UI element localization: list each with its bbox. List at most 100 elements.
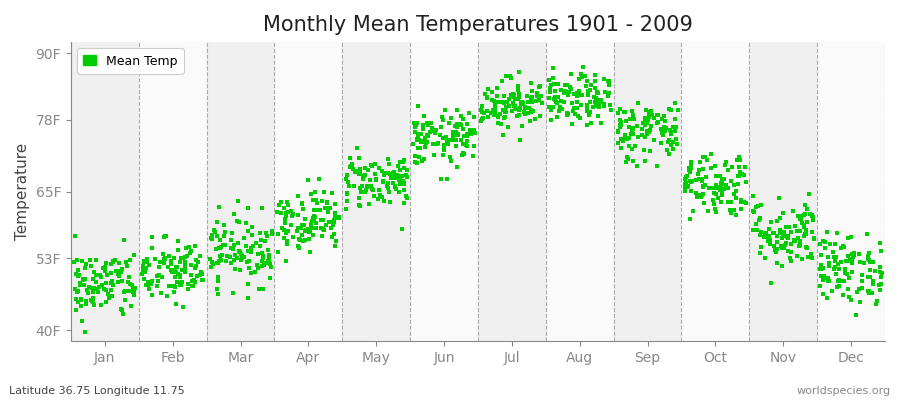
Point xyxy=(626,129,640,135)
Point xyxy=(344,164,358,170)
Point xyxy=(690,171,705,178)
Point xyxy=(380,183,394,190)
Point xyxy=(364,186,379,192)
Point xyxy=(572,88,586,94)
Point xyxy=(213,244,228,250)
Point xyxy=(339,206,354,212)
Point xyxy=(736,198,751,205)
Point xyxy=(390,172,404,178)
Point xyxy=(162,282,176,289)
Point xyxy=(704,151,718,157)
Point xyxy=(363,177,377,183)
Point xyxy=(836,278,850,284)
Point xyxy=(814,266,828,272)
Point xyxy=(828,264,842,270)
Point xyxy=(668,128,682,134)
Point xyxy=(140,258,154,265)
Point xyxy=(662,127,677,133)
Point xyxy=(709,209,724,216)
Point xyxy=(664,128,679,135)
Point xyxy=(832,283,846,289)
Point xyxy=(225,230,239,236)
Point xyxy=(76,277,91,284)
Point xyxy=(251,264,266,271)
Point xyxy=(352,202,366,208)
Point xyxy=(516,100,530,106)
Point xyxy=(833,258,848,265)
Point xyxy=(814,283,828,290)
Point xyxy=(424,120,438,126)
Point xyxy=(456,150,471,157)
Point xyxy=(580,106,595,113)
Point xyxy=(519,93,534,99)
Point xyxy=(392,177,407,184)
Point xyxy=(224,260,238,266)
Point xyxy=(234,257,248,263)
Point xyxy=(118,288,132,294)
Point xyxy=(368,176,382,182)
Point xyxy=(560,82,574,88)
Point xyxy=(78,265,93,272)
Point xyxy=(389,186,403,192)
Point xyxy=(217,233,231,240)
Point xyxy=(542,104,556,110)
Point xyxy=(784,249,798,255)
Point xyxy=(657,112,671,119)
Point xyxy=(588,99,602,105)
Point xyxy=(79,260,94,267)
Point xyxy=(250,251,265,257)
Point xyxy=(816,237,831,244)
Point xyxy=(68,296,83,302)
Text: worldspecies.org: worldspecies.org xyxy=(796,386,891,396)
Point xyxy=(793,238,807,244)
Point xyxy=(439,176,454,182)
Point xyxy=(651,118,665,125)
Point xyxy=(769,248,783,255)
Point xyxy=(758,230,772,236)
Point xyxy=(357,172,372,178)
Point xyxy=(770,246,785,252)
Point xyxy=(485,97,500,103)
Point xyxy=(454,121,469,128)
Point xyxy=(650,162,664,169)
Point xyxy=(805,213,819,220)
Point xyxy=(261,256,275,263)
Bar xyxy=(342,42,410,341)
Point xyxy=(383,171,398,177)
Point xyxy=(574,74,589,80)
Point xyxy=(270,209,284,215)
Point xyxy=(792,213,806,220)
Point xyxy=(788,238,802,244)
Point xyxy=(376,177,391,184)
Point xyxy=(364,183,378,190)
Point xyxy=(521,99,535,105)
Point xyxy=(544,107,558,114)
Point xyxy=(224,237,238,244)
Point xyxy=(86,288,100,295)
Point xyxy=(210,260,224,266)
Point xyxy=(450,164,464,170)
Point xyxy=(397,180,411,186)
Point xyxy=(767,243,781,249)
Point xyxy=(684,165,698,172)
Point xyxy=(875,270,889,276)
Point xyxy=(315,233,329,239)
Point xyxy=(512,94,526,100)
Point xyxy=(626,131,640,137)
Point xyxy=(175,279,189,285)
Point xyxy=(233,251,248,258)
Point xyxy=(446,130,461,137)
Point xyxy=(328,210,342,216)
Point xyxy=(572,92,586,99)
Point xyxy=(436,114,450,120)
Point xyxy=(654,116,669,122)
Point xyxy=(408,129,422,136)
Point xyxy=(176,304,190,310)
Point xyxy=(758,255,772,261)
Point xyxy=(866,278,880,284)
Point xyxy=(715,189,729,196)
Point xyxy=(553,108,567,114)
Point xyxy=(214,257,229,264)
Point xyxy=(746,193,760,199)
Point xyxy=(680,180,694,186)
